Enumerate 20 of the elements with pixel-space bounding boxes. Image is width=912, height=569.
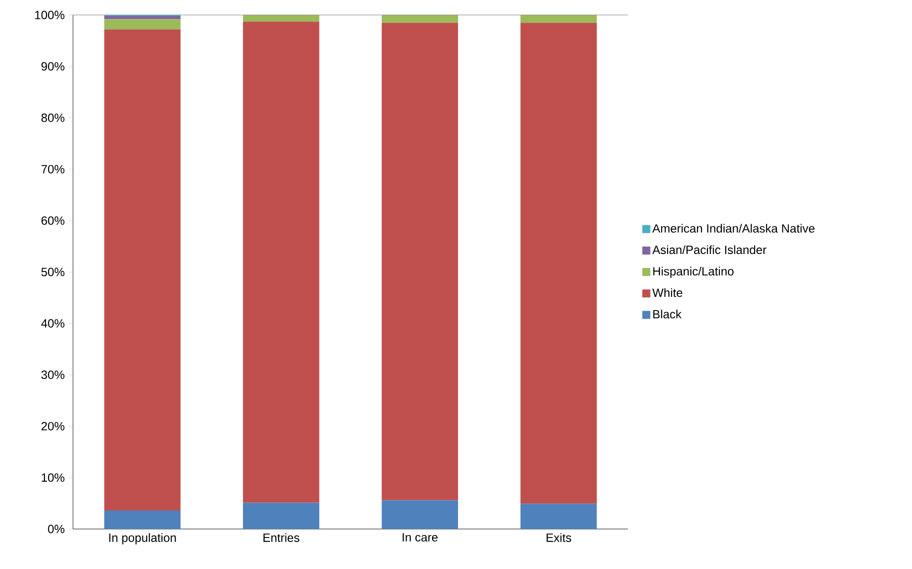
y-tick-label: 100%	[35, 10, 64, 20]
y-tick-label: 80%	[41, 114, 64, 122]
y-tick-label: 20%	[41, 422, 64, 430]
x-tick-label: In care	[402, 533, 438, 542]
legend-label: Asian/Pacific Islander	[652, 245, 766, 254]
legend-label: American Indian/Alaska Native	[652, 224, 815, 233]
y-tick-label: 60%	[42, 216, 64, 225]
y-tick-label: 0%	[48, 524, 64, 534]
legend-label: Hispanic/Latino	[653, 266, 734, 278]
legend-label: Black	[653, 310, 682, 318]
y-tick-label: 40%	[41, 319, 64, 328]
y-tick-label: 90%	[41, 62, 64, 71]
x-tick-label: Exits	[546, 533, 572, 542]
y-tick-label: 50%	[41, 268, 64, 276]
y-tick-label: 30%	[41, 370, 64, 380]
y-tick-label: 70%	[42, 164, 64, 174]
x-tick-label: Entries	[264, 533, 300, 542]
legend-label: White	[652, 288, 682, 297]
y-tick-label: 10%	[42, 473, 64, 482]
x-tick-label: In population	[109, 533, 176, 544]
